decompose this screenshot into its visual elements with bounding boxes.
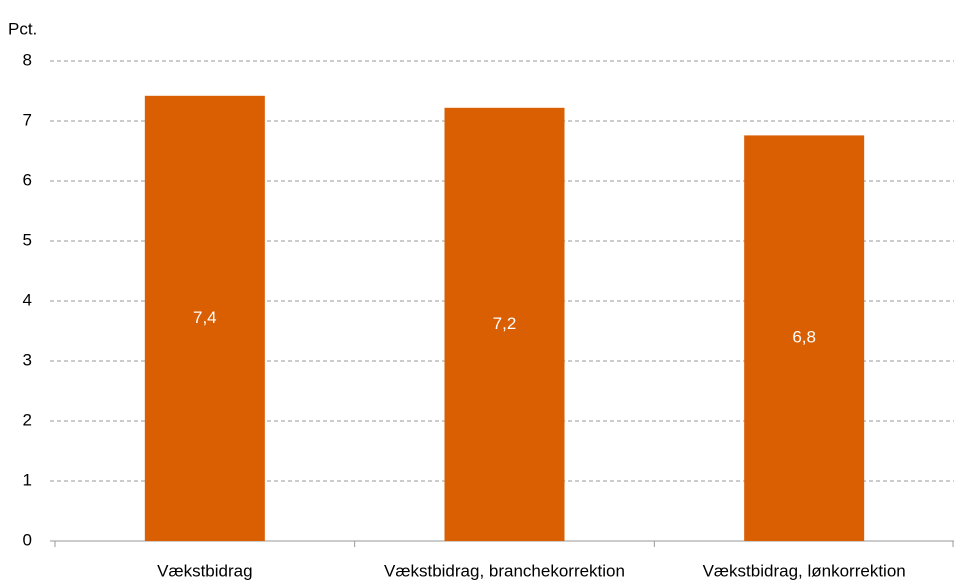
y-tick-label: 8: [23, 50, 32, 69]
x-tick-label: Vækstbidrag, branchekorrektion: [384, 561, 625, 580]
value-label: 6,8: [792, 328, 816, 347]
y-tick-label: 0: [23, 530, 32, 549]
y-axis-label: Pct.: [8, 19, 37, 38]
value-label: 7,2: [493, 314, 517, 333]
bar: [144, 95, 265, 542]
y-tick-label: 2: [23, 410, 32, 429]
bar: [444, 107, 565, 542]
y-tick-label: 1: [23, 470, 32, 489]
y-tick-label: 7: [23, 110, 32, 129]
x-tick-label: Vækstbidrag: [157, 561, 252, 580]
y-tick-label: 4: [23, 290, 32, 309]
value-label: 7,4: [193, 308, 217, 327]
y-tick-label: 6: [23, 170, 32, 189]
x-tick-label: Vækstbidrag, lønkorrektion: [703, 561, 906, 580]
y-tick-label: 5: [23, 230, 32, 249]
y-tick-label: 3: [23, 350, 32, 369]
bar: [744, 135, 865, 541]
